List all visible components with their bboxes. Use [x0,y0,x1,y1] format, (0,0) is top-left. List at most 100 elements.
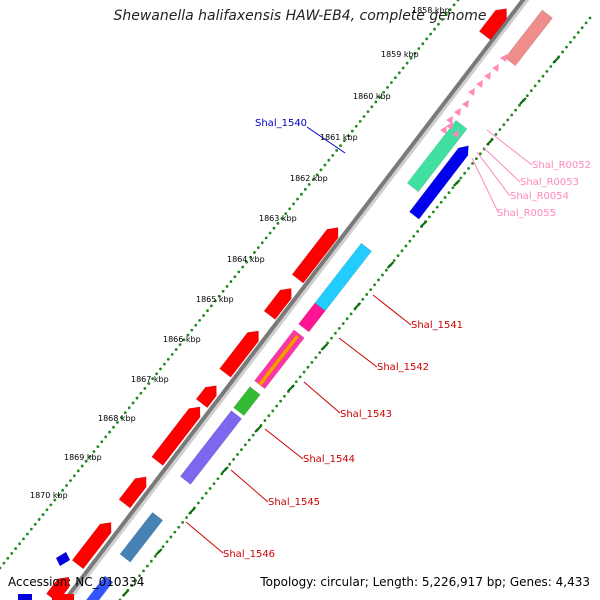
tick-dot [318,351,322,355]
tick-dot [444,13,448,16]
cds-arrow [85,575,114,600]
tick-dot [463,171,467,175]
gene-label-shal-1541[interactable]: Shal_1541 [411,320,463,331]
gene-label-shal-1543[interactable]: Shal_1543 [340,409,392,420]
tick-dot [350,129,354,133]
tick-dot [2,561,6,565]
leader-shal-1543 [303,381,341,414]
tick-dot [146,564,149,568]
tick-dot [155,372,158,376]
tick-dot [525,94,529,97]
tick-dot [142,569,145,573]
gene-label-shal-1545[interactable]: Shal_1545 [268,497,320,508]
tick-dot [49,503,53,507]
tick-dot [443,196,447,199]
tick-dot [196,501,200,505]
tick-dot [506,118,510,122]
gene-label-shal-1544[interactable]: Shal_1544 [303,454,355,465]
cds-arrow [151,406,201,466]
tick-dot [267,414,271,418]
gene-labels: Shal_1540 Shal_R0052 Shal_R0053 Shal_R00… [223,118,591,560]
tick-dot [14,547,18,550]
tick-dot [6,556,10,560]
tick-dot [182,338,186,342]
tick-dot [228,462,232,466]
tick-dot [478,152,482,156]
tick-dot [161,545,165,549]
tick-dot [456,0,460,2]
tick-dot [251,433,255,437]
tick-dot [339,144,342,148]
rna-track [440,54,507,138]
cds-arrow [118,476,147,509]
tick-dot [298,375,302,379]
tick-dot [315,173,319,177]
tick-dot [331,153,335,157]
tick-dot [275,404,279,408]
tick-dot [190,328,194,332]
gene-label-shal-r0054[interactable]: Shal_R0054 [510,191,569,202]
rna-marker [454,108,461,116]
gene-label-shal-r0053[interactable]: Shal_R0053 [520,177,579,188]
tick-dot [280,217,284,220]
tick-dot [429,32,432,36]
tick-dot [143,386,147,390]
cds-arrow [219,330,259,378]
tick-dot [177,525,181,529]
cds-arrow [409,145,469,220]
tick-dot [334,331,337,335]
tick-dot [61,488,65,492]
tick-dot [307,183,311,186]
tick-dot [256,246,260,249]
gene-label-shal-r0052[interactable]: Shal_R0052 [532,160,591,171]
cds-arrow [504,9,553,67]
tick-dot [163,362,166,366]
gene-label-shal-1540[interactable]: Shal_1540 [255,118,307,129]
tick-dot [165,540,169,544]
tick-dot [131,401,135,405]
gene-label-shal-r0055[interactable]: Shal_R0055 [497,208,556,219]
tick-dot [576,31,580,34]
tick-dot [412,234,416,238]
tick-dot [264,236,268,240]
tick-dot [514,108,517,112]
tick-dot [377,278,380,282]
rna-marker [446,116,453,124]
rna-marker [484,72,491,80]
major-tick [519,97,527,105]
tick-dot [80,464,84,468]
scale-label: 1870 kbp [30,491,68,500]
tick-dot [405,61,409,65]
scale-label: 1859 kbp [381,50,419,59]
leader-shal-r0053 [482,146,521,183]
tick-dot [186,333,190,337]
tick-dot [294,380,298,384]
tick-dot [386,85,389,89]
tick-dot [349,312,353,316]
rna-marker [440,126,447,134]
tick-dot [381,273,384,277]
tick-dot [306,365,310,369]
tick-dot [216,477,220,481]
scale-labels: 1858 kbp 1859 kbp 1860 kbp 1861 kbp 1862… [30,6,450,500]
tick-dot [494,133,498,136]
tick-dot [173,530,177,534]
tick-dot [92,450,96,453]
tick-dot [41,513,45,516]
tick-dot [153,554,157,558]
tick-dot [198,319,202,322]
gene-label-shal-1546[interactable]: Shal_1546 [223,549,275,560]
tick-dot [475,157,478,161]
scale-label: 1866 kbp [163,335,201,344]
tick-dot [104,435,108,439]
gene-label-shal-1542[interactable]: Shal_1542 [377,362,429,373]
tick-dot [130,584,134,587]
backbone-line [62,0,526,600]
tick-dot [185,516,188,519]
tick-dot [354,124,358,128]
tick-dot [76,469,80,473]
cds-shal-1545 [179,410,243,485]
tick-dot [100,440,104,444]
tick-dot [247,438,251,442]
